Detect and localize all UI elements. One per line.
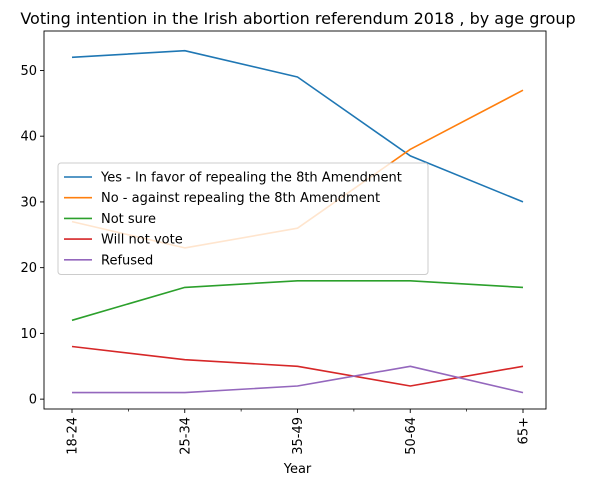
legend-label: Not sure (101, 212, 156, 227)
plot-frame (43, 30, 547, 410)
x-tick-label: 35-49 (291, 417, 306, 455)
legend-label: Yes - In favor of repealing the 8th Amen… (100, 171, 402, 186)
x-axis: 18-24 25-34 35-49 50-64 65+ (66, 409, 532, 455)
series-line (72, 365, 524, 394)
x-tick-label: 25-34 (178, 417, 193, 455)
legend-label: No - against repealing the 8th Amendment (101, 191, 380, 206)
y-tick-label: 30 (20, 195, 37, 210)
y-axis: 0 10 20 30 40 50 (20, 64, 44, 408)
x-tick-label: 65+ (517, 417, 532, 444)
y-tick-label: 40 (20, 130, 37, 145)
y-tick-label: 20 (20, 261, 37, 276)
x-tick-label: 50-64 (404, 417, 419, 455)
y-tick-label: 10 (20, 327, 37, 342)
series-line (71, 49, 524, 203)
legend-box (57, 162, 429, 275)
legend-label: Refused (101, 253, 153, 268)
chart-title: Voting intention in the Irish abortion r… (20, 9, 575, 28)
x-axis-label: Year (283, 462, 312, 477)
x-tick-label: 18-24 (66, 417, 81, 455)
series-line (71, 279, 524, 322)
legend: Yes - In favor of repealing the 8th Amen… (57, 162, 429, 275)
y-tick-label: 0 (29, 393, 37, 408)
series-line (71, 345, 524, 387)
y-tick-label: 50 (20, 64, 37, 79)
legend-label: Will not vote (101, 233, 183, 248)
